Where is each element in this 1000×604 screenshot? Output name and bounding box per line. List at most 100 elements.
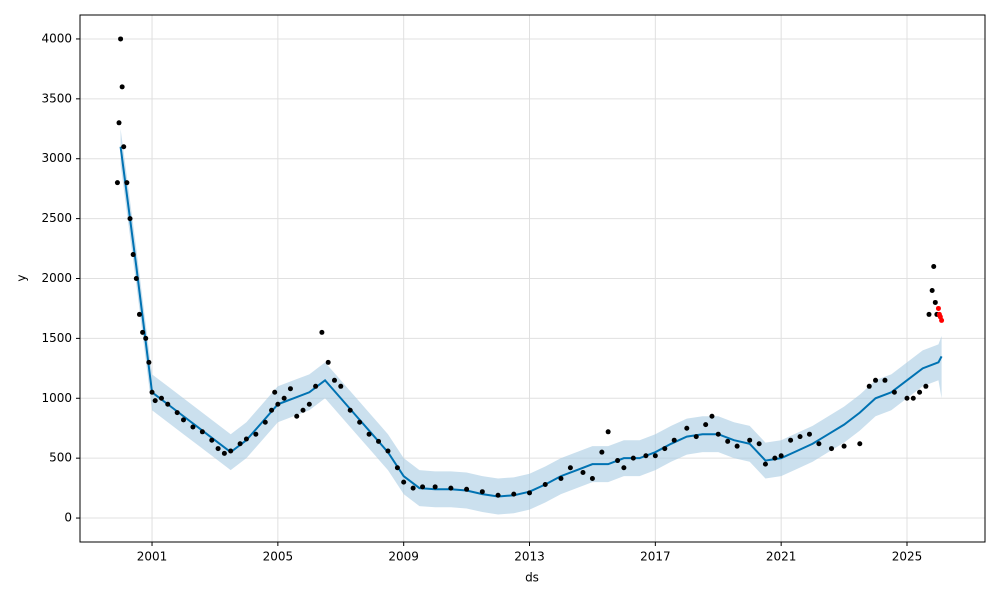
data-point xyxy=(275,401,281,407)
data-point xyxy=(253,431,259,437)
data-point xyxy=(703,422,709,428)
data-point xyxy=(281,395,287,401)
data-point xyxy=(797,434,803,440)
data-point xyxy=(262,419,268,425)
y-tick-label: 1000 xyxy=(41,391,72,405)
data-point xyxy=(527,490,533,496)
data-point xyxy=(347,407,353,413)
x-tick-label: 2017 xyxy=(640,550,671,564)
x-tick-label: 2021 xyxy=(766,550,797,564)
data-point xyxy=(130,252,136,258)
data-point xyxy=(385,448,391,454)
data-point xyxy=(237,441,243,447)
data-point xyxy=(228,448,234,454)
y-tick-label: 3000 xyxy=(41,151,72,165)
data-point xyxy=(319,329,325,335)
data-point xyxy=(580,470,586,476)
data-point xyxy=(140,329,146,335)
data-point xyxy=(772,455,778,461)
y-tick-label: 4000 xyxy=(41,31,72,45)
data-point xyxy=(146,359,152,365)
data-point xyxy=(331,377,337,383)
data-point xyxy=(325,359,331,365)
data-point xyxy=(306,401,312,407)
data-point xyxy=(221,450,227,456)
data-point xyxy=(149,389,155,395)
data-point xyxy=(313,383,319,389)
data-point xyxy=(432,484,438,490)
data-point xyxy=(926,311,932,317)
data-point xyxy=(621,465,627,471)
data-point xyxy=(605,429,611,435)
data-point xyxy=(756,441,762,447)
data-point xyxy=(300,407,306,413)
data-point xyxy=(118,36,124,42)
data-point xyxy=(935,305,941,311)
x-axis-label: ds xyxy=(525,571,539,585)
forecast-line xyxy=(119,146,943,498)
data-point xyxy=(420,484,426,490)
data-point xyxy=(615,458,621,464)
x-tick-label: 2013 xyxy=(514,550,545,564)
data-point xyxy=(119,84,125,90)
data-point xyxy=(199,429,205,435)
data-point xyxy=(209,437,215,443)
data-point xyxy=(158,395,164,401)
y-tick-label: 2000 xyxy=(41,271,72,285)
data-point xyxy=(165,401,171,407)
data-point xyxy=(652,453,658,459)
data-point xyxy=(511,491,517,497)
data-point xyxy=(479,489,485,495)
data-point xyxy=(866,383,872,389)
data-point xyxy=(152,398,158,404)
y-tick-label: 3500 xyxy=(41,91,72,105)
data-point xyxy=(180,417,186,423)
data-point xyxy=(174,410,180,416)
data-point xyxy=(243,436,249,442)
data-point xyxy=(269,407,275,413)
data-point xyxy=(904,395,910,401)
data-point xyxy=(932,299,938,305)
data-point xyxy=(133,276,139,281)
data-point xyxy=(891,389,897,395)
data-point xyxy=(816,441,822,447)
data-point xyxy=(671,437,677,443)
data-point xyxy=(567,465,573,471)
data-point xyxy=(136,311,142,317)
data-point xyxy=(394,465,400,471)
data-point xyxy=(857,441,863,447)
x-tick-label: 2025 xyxy=(892,550,923,564)
data-point xyxy=(788,437,794,443)
data-point xyxy=(410,485,416,491)
data-point xyxy=(401,479,407,485)
data-point xyxy=(725,438,731,444)
data-point xyxy=(127,216,133,222)
data-point xyxy=(287,386,293,392)
data-point xyxy=(709,413,715,419)
y-axis-label: y xyxy=(15,274,29,281)
data-point xyxy=(495,492,501,498)
uncertainty-band xyxy=(120,128,942,515)
data-point xyxy=(643,453,649,459)
data-point xyxy=(873,377,879,383)
data-point xyxy=(116,120,122,126)
y-tick-label: 2500 xyxy=(41,211,72,225)
data-point xyxy=(684,425,690,431)
data-point xyxy=(662,446,668,452)
data-point xyxy=(272,389,278,395)
data-point xyxy=(366,431,372,437)
x-tick-label: 2001 xyxy=(137,550,168,564)
data-point xyxy=(931,264,937,270)
y-tick-label: 0 xyxy=(64,511,72,525)
y-tick-label: 1500 xyxy=(41,331,72,345)
data-point xyxy=(464,486,470,492)
data-point xyxy=(542,482,548,488)
data-point xyxy=(630,455,636,461)
data-point xyxy=(762,461,768,467)
data-point xyxy=(190,424,196,430)
data-point xyxy=(939,317,945,323)
data-point xyxy=(715,431,721,437)
data-point xyxy=(448,485,454,491)
data-point xyxy=(882,377,888,383)
data-point xyxy=(143,335,149,341)
